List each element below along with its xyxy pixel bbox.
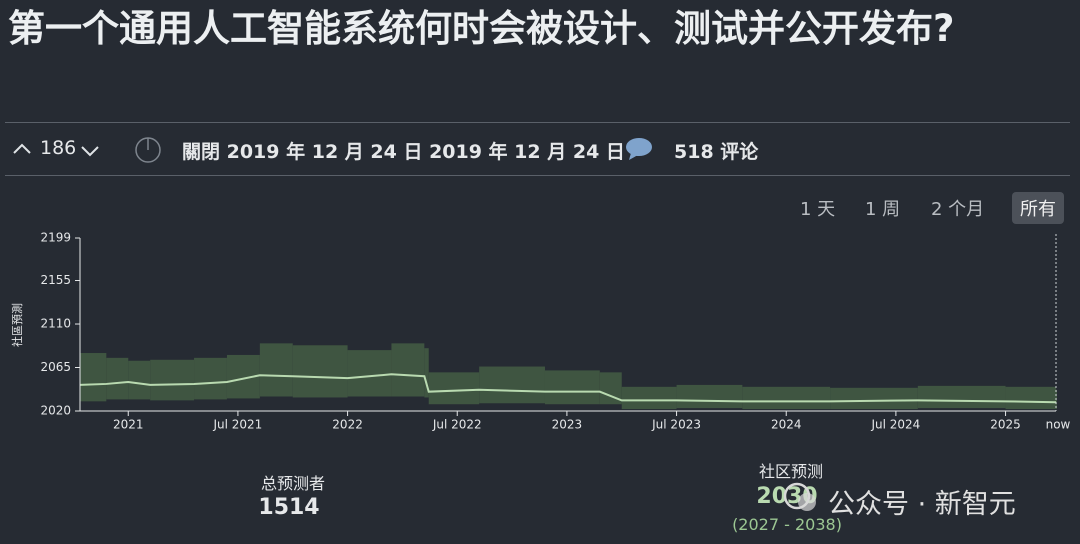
watermark-icon <box>783 482 816 511</box>
confidence-band <box>347 350 392 397</box>
separator <box>5 122 1070 123</box>
confidence-band <box>194 357 227 400</box>
upvote[interactable] <box>12 141 32 157</box>
x-tick-label: Jul 2023 <box>651 418 701 432</box>
confidence-band <box>742 386 831 410</box>
y-tick-label: 2065 <box>40 360 71 374</box>
confidence-band <box>428 372 480 405</box>
confidence-band <box>599 372 622 405</box>
downvote[interactable] <box>80 143 100 159</box>
x-tick-label: now <box>1046 418 1071 432</box>
comment-number: 518 <box>674 141 714 163</box>
confidence-band <box>544 370 600 405</box>
x-tick-label: 2023 <box>552 418 583 432</box>
community-label: 社区预测 <box>758 462 824 481</box>
confidence-band <box>80 353 107 402</box>
y-tick-label: 2110 <box>40 317 71 331</box>
confidence-band <box>424 348 429 398</box>
confidence-band <box>479 366 545 404</box>
watermark: 公众号 · 新智元 <box>828 489 1016 520</box>
forecasters-count: 1514 <box>258 495 320 520</box>
range-button[interactable]: 1 天 <box>800 199 836 220</box>
confidence-band <box>150 359 195 401</box>
x-tick-label: 2021 <box>113 418 144 432</box>
vote-count: 186 <box>40 137 77 159</box>
confidence-band <box>128 360 151 400</box>
x-tick-label: Jul 2022 <box>432 418 482 432</box>
x-tick-label: 2025 <box>990 418 1021 432</box>
median-line <box>79 373 1057 404</box>
confidence-band <box>259 343 293 397</box>
community-range: (2027 - 2038) <box>732 515 842 534</box>
comment-label: 评论 <box>720 141 759 163</box>
separator <box>5 175 1070 176</box>
comment-icon <box>626 138 652 160</box>
x-tick-label: 2022 <box>332 418 363 432</box>
y-tick-label: 2155 <box>40 273 71 287</box>
y-tick-label: 2199 <box>40 231 71 245</box>
y-axis-title: 社區預測 <box>10 303 24 347</box>
close-date: 關閉 2019 年 12 月 24 日 2019 年 12 月 24 日 <box>182 141 625 163</box>
y-tick-label: 2020 <box>40 404 71 418</box>
confidence-band <box>1005 386 1056 410</box>
confidence-band <box>391 343 425 397</box>
range-button[interactable]: 所有 <box>1012 192 1064 224</box>
clock-icon <box>135 137 161 163</box>
range-button[interactable]: 2 个月 <box>931 199 985 220</box>
confidence-band <box>621 386 677 410</box>
confidence-band <box>830 387 918 410</box>
comment-count[interactable]: 518 评论 <box>674 137 758 164</box>
confidence-band <box>676 384 743 409</box>
range-button[interactable]: 1 周 <box>865 199 901 220</box>
forecasters-label: 总预测者 <box>260 474 326 493</box>
x-tick-label: Jul 2021 <box>212 418 262 432</box>
confidence-band <box>292 345 348 398</box>
x-tick-label: Jul 2024 <box>870 418 920 432</box>
x-tick-label: 2024 <box>771 418 802 432</box>
chart: 社區預測 2020 2065 2110 2155 2199 2021 Jul 2021 202… <box>10 231 1071 432</box>
question-title: 第一个通用人工智能系统何时会被设计、测试并公开发布? <box>8 7 955 50</box>
confidence-band <box>106 357 129 400</box>
confidence-band <box>917 385 1006 409</box>
